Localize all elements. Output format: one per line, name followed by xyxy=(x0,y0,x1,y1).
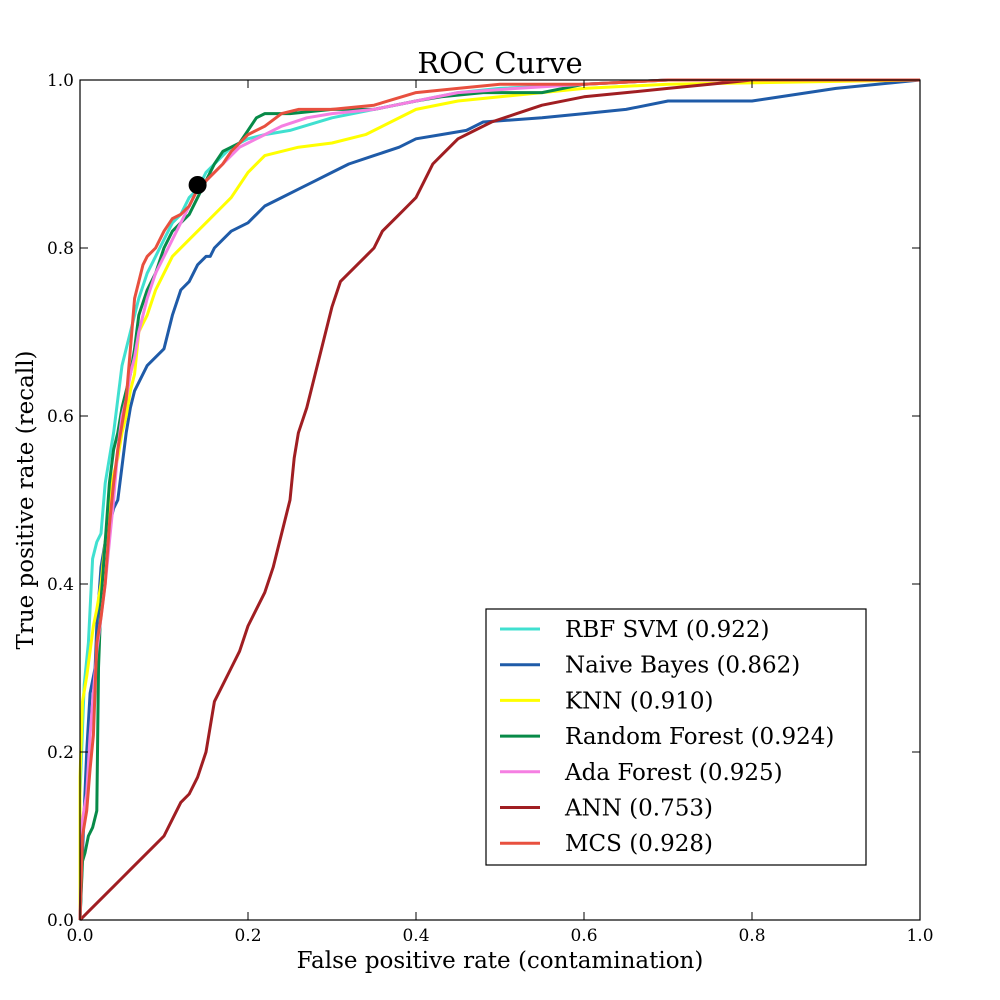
x-tick-label: 0.8 xyxy=(738,926,765,946)
series-layer xyxy=(78,78,921,922)
series-line-5 xyxy=(78,78,920,922)
legend-label-1: Naive Bayes (0.862) xyxy=(565,653,800,679)
x-tick-label: 0.4 xyxy=(402,926,429,946)
legend-box xyxy=(485,608,867,866)
x-axis-label: False positive rate (contamination) xyxy=(297,948,704,974)
x-tick-label: 0.6 xyxy=(570,926,597,946)
y-tick-label: 0.8 xyxy=(47,239,74,259)
x-tick-label: 0.2 xyxy=(234,926,261,946)
legend-label-5: ANN (0.753) xyxy=(564,796,713,822)
y-tick-label: 0.0 xyxy=(47,911,74,931)
legend-label-6: MCS (0.928) xyxy=(565,831,713,857)
legend: RBF SVM (0.922) Naive Bayes (0.862) KNN (0… xyxy=(485,608,867,866)
marker-layer xyxy=(188,176,207,194)
ticks-layer: 0.0 0.2 0.4 0.6 0.8 1.0 0.0 0.2 0.4 0.6 0.8 1.0 xyxy=(47,71,934,946)
x-tick-label: 0.0 xyxy=(66,926,93,946)
legend-label-3: Random Forest (0.924) xyxy=(565,724,834,750)
chart-title: ROC Curve xyxy=(417,46,582,80)
operating-point-marker xyxy=(188,176,207,194)
y-tick-label: 0.4 xyxy=(47,575,74,595)
series-line-2 xyxy=(78,78,921,920)
y-tick-label: 0.6 xyxy=(47,407,74,427)
y-tick-label: 0.2 xyxy=(47,743,74,763)
y-axis-label: True positive rate (recall) xyxy=(13,350,39,649)
legend-label-0: RBF SVM (0.922) xyxy=(565,617,770,643)
plot-frame xyxy=(79,79,921,921)
x-tick-label: 1.0 xyxy=(906,926,933,946)
series-line-6 xyxy=(78,78,920,921)
legend-label-4: Ada Forest (0.925) xyxy=(564,760,783,786)
legend-label-2: KNN (0.910) xyxy=(565,688,714,714)
y-tick-label: 1.0 xyxy=(47,71,74,91)
